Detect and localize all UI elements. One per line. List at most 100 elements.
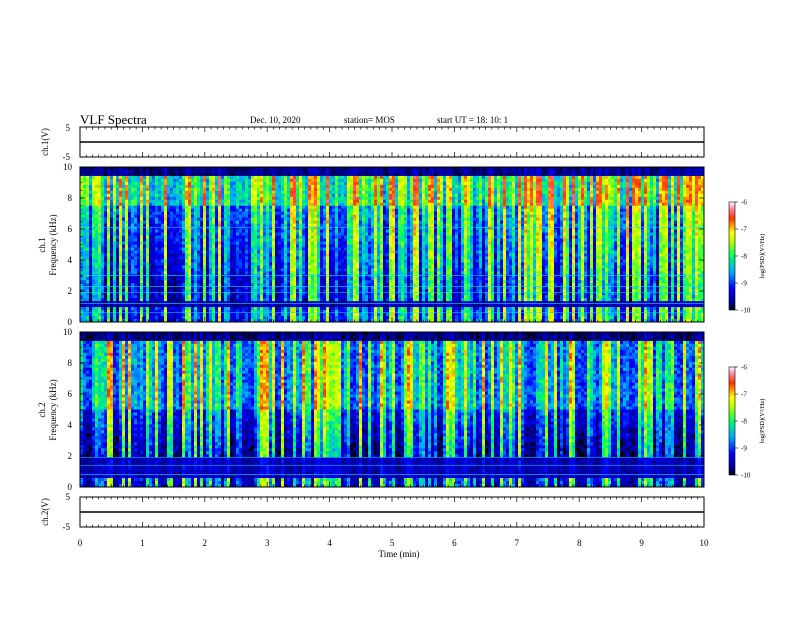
spectrogram-cell [536,206,539,209]
spectrogram-cell [143,203,146,206]
spectrogram-cell [689,170,692,173]
spectrogram-cell [584,182,587,185]
spectrogram-cell [551,230,554,233]
spectrogram-cell [332,206,335,209]
spectrogram-cell [104,212,107,215]
spectrogram-cell [251,221,254,224]
spectrogram-cell [611,212,614,215]
spectrogram-cell [440,188,443,191]
spectrogram-cell [461,206,464,209]
spectrogram-cell [164,203,167,206]
spectrogram-cell [263,197,266,200]
spectrogram-cell [488,218,491,221]
spectrogram-cell [503,179,506,182]
spectrogram-cell [488,194,491,197]
spectrogram-cell [242,218,245,221]
spectrogram-cell [584,194,587,197]
spectrogram-cell [137,215,140,218]
spectrogram-cell [407,206,410,209]
spectrogram-cell [488,170,491,173]
spectrogram-cell [617,197,620,200]
spectrogram-cell [371,212,374,215]
spectrogram-cell [101,191,104,194]
spectrogram-cell [425,200,428,203]
spectrogram-cell [194,185,197,188]
spectrogram-cell [482,221,485,224]
spectrogram-cell [548,173,551,176]
spectrogram-cell [131,188,134,191]
spectrogram-cell [584,215,587,218]
spectrogram-cell [122,182,125,185]
spectrogram-cell [374,197,377,200]
spectrogram-cell [179,185,182,188]
spectrogram-cell [146,215,149,218]
spectrogram-cell [467,200,470,203]
spectrogram-cell [656,224,659,227]
spectrogram-cell [293,203,296,206]
spectrogram-cell [131,185,134,188]
spectrogram-cell [98,212,101,215]
spectrogram-cell [179,215,182,218]
spectrogram-cell [686,188,689,191]
spectrogram-cell [698,200,701,203]
spectrogram-cell [230,203,233,206]
spectrogram-cell [119,233,122,236]
spectrogram-cell [281,218,284,221]
spectrogram-cell [668,224,671,227]
spectrogram-cell [341,230,344,233]
spectrogram-cell [176,197,179,200]
spectrogram-cell [572,194,575,197]
spectrogram-cell [395,170,398,173]
spectrogram-cell [236,191,239,194]
spectrogram-cell [584,230,587,233]
spectrogram-cell [200,182,203,185]
spectrogram-cell [566,209,569,212]
spectrogram-cell [404,215,407,218]
spectrogram-cell [152,233,155,236]
spectrogram-cell [470,179,473,182]
spectrogram-cell [365,206,368,209]
spectrogram-cell [257,194,260,197]
spectrogram-cell [647,221,650,224]
spectrogram-cell [362,212,365,215]
spectrogram-cell [89,224,92,227]
spectrogram-cell [617,200,620,203]
spectrogram-cell [485,218,488,221]
spectrogram-cell [587,173,590,176]
spectrogram-cell [173,215,176,218]
spectrogram-cell [476,215,479,218]
spectrogram-cell [554,185,557,188]
spectrogram-cell [695,173,698,176]
spectrogram-cell [185,200,188,203]
spectrogram-cell [449,206,452,209]
spectrogram-cell [254,215,257,218]
spectrogram-cell [545,218,548,221]
spectrogram-cell [416,209,419,212]
spectrogram-cell [521,173,524,176]
spectrogram-cell [533,221,536,224]
spectrogram-cell [422,176,425,179]
spectrogram-cell [308,191,311,194]
spectrogram-cell [629,206,632,209]
spectrogram-cell [638,197,641,200]
spectrogram-cell [353,221,356,224]
spectrogram-cell [278,182,281,185]
spectrogram-cell [350,212,353,215]
spectrogram-cell [257,215,260,218]
spectrogram-cell [110,188,113,191]
spectrogram-cell [197,176,200,179]
spectrogram-cell [611,185,614,188]
spectrogram-cell [683,191,686,194]
spectrogram-cell [440,206,443,209]
spectrogram-cell [593,230,596,233]
spectrogram-cell [419,221,422,224]
spectrogram-cell [317,185,320,188]
spectrogram-cell [524,173,527,176]
spectrogram-cell [176,185,179,188]
spectrogram-cell [557,224,560,227]
spectrogram-cell [206,230,209,233]
spectrogram-cell [485,224,488,227]
spectrogram-cell [431,221,434,224]
spectrogram-cell [458,212,461,215]
spectrogram-cell [161,224,164,227]
